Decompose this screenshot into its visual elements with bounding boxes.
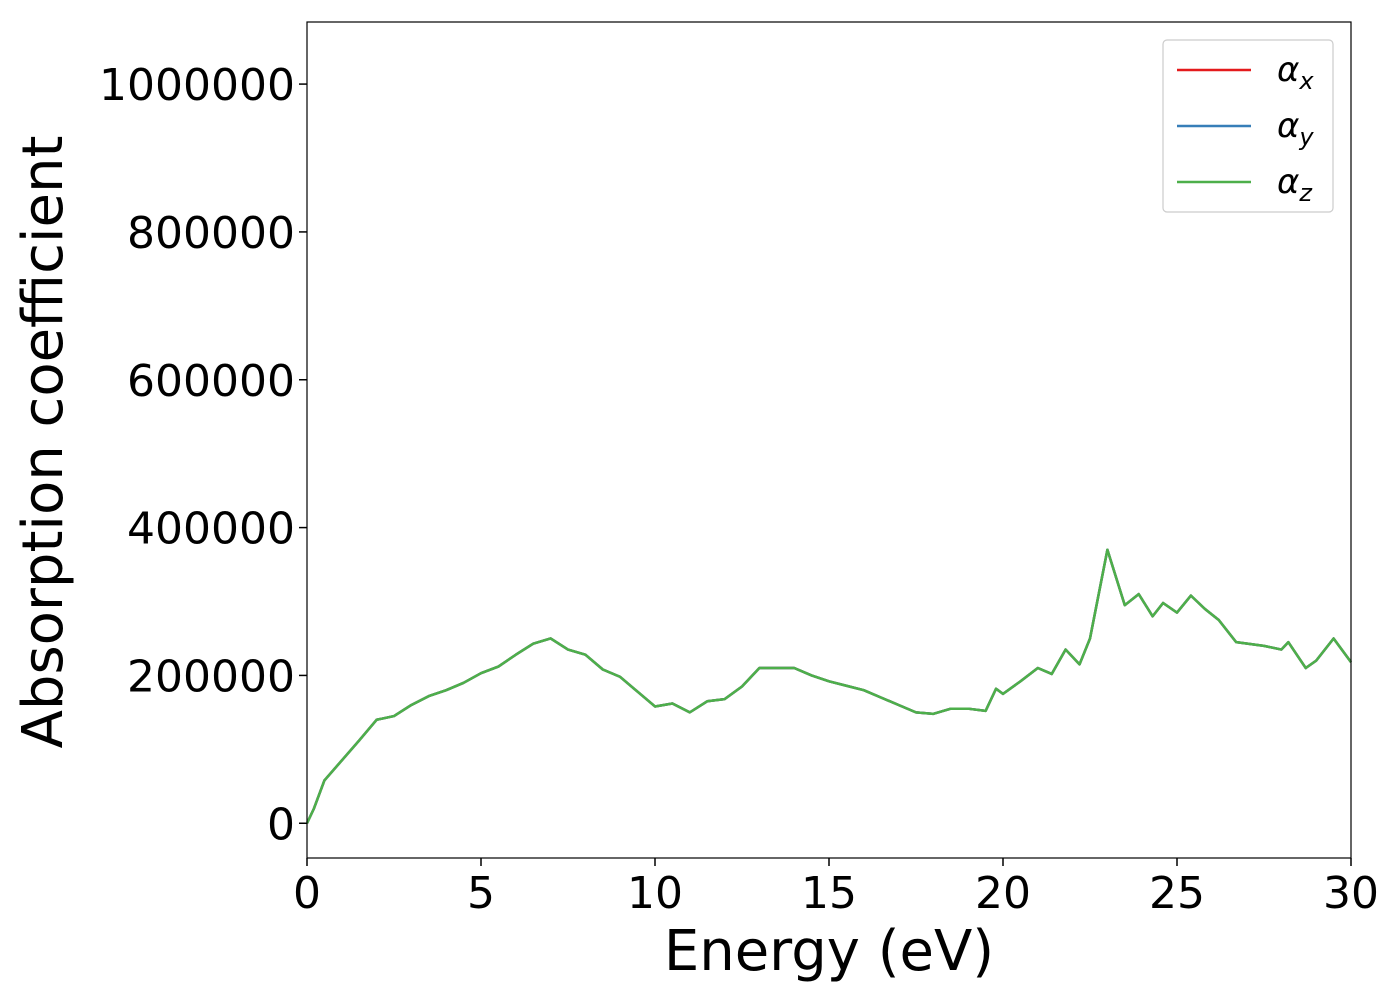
y-tick-label: 600000 (127, 356, 295, 407)
x-tick-label: 25 (1149, 868, 1205, 919)
data-line (305, 548, 1353, 824)
x-tick-label: 20 (975, 868, 1031, 919)
plot-frame (306, 21, 1352, 859)
x-tick-label: 5 (467, 868, 495, 919)
y-tick-label: 0 (267, 799, 295, 850)
data-line (305, 548, 1353, 824)
y-axis-label: Absorption coefficient (11, 136, 76, 749)
x-tick-label: 10 (627, 868, 683, 919)
y-tick-label: 1000000 (99, 60, 295, 111)
legend-label: αy (1277, 106, 1314, 151)
data-line (305, 548, 1353, 824)
x-axis-label: Energy (eV) (664, 919, 994, 984)
y-tick-label: 400000 (127, 504, 295, 555)
x-tick-label: 30 (1323, 868, 1379, 919)
legend-label: αx (1277, 50, 1314, 95)
y-tick-label: 800000 (127, 208, 295, 259)
x-tick-label: 0 (293, 868, 321, 919)
x-tick-label: 15 (801, 868, 857, 919)
y-tick-label: 200000 (127, 651, 295, 702)
legend-label: αz (1277, 162, 1313, 207)
